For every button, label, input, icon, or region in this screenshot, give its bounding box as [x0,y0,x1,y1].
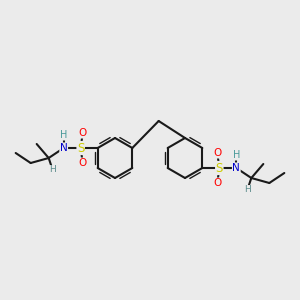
Text: O: O [213,178,221,188]
Text: S: S [77,142,84,154]
Text: O: O [79,158,87,168]
Text: H: H [49,166,56,175]
Text: O: O [213,148,221,158]
Text: H: H [232,150,240,160]
Text: N: N [232,163,240,173]
Text: N: N [60,143,68,153]
Text: H: H [60,130,68,140]
Text: S: S [216,161,223,175]
Text: O: O [79,128,87,138]
Text: H: H [244,185,251,194]
